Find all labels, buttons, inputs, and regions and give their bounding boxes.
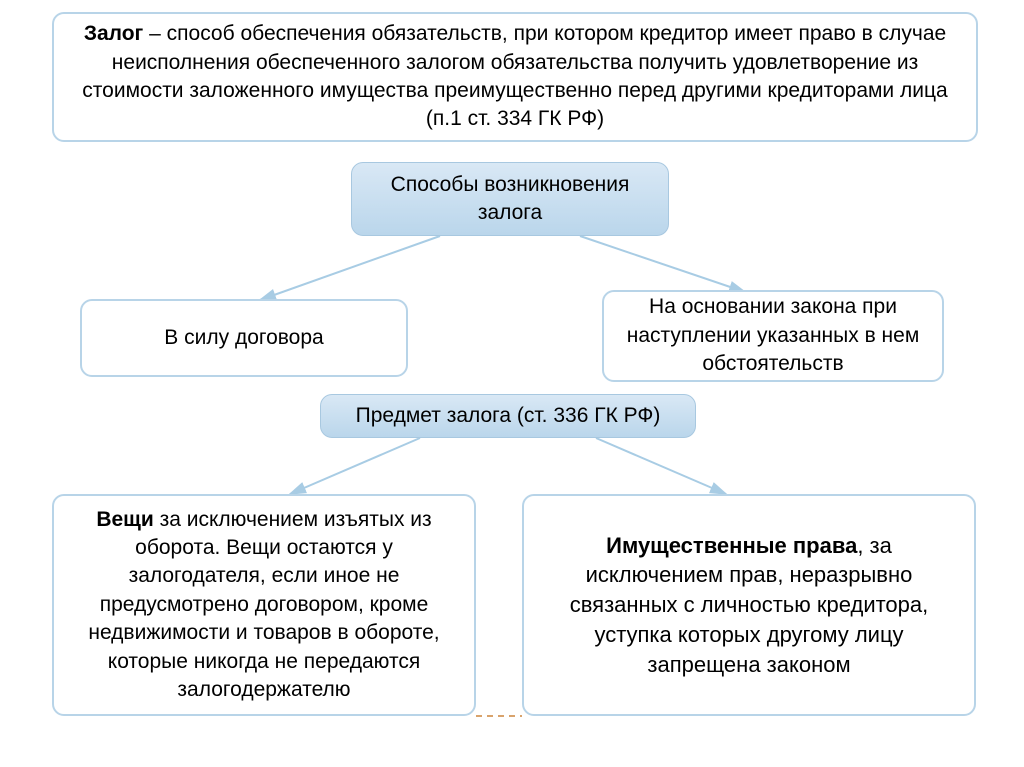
subject-left-term: Вещи [96, 508, 153, 531]
way-left-box: В силу договора [80, 299, 408, 377]
definition-body: – способ обеспечения обязательств, при к… [82, 22, 947, 130]
subject-right-box: Имущественные права, за исключением прав… [522, 494, 976, 716]
subject-left-text: Вещи за исключением изъятых из оборота. … [70, 506, 458, 704]
subject-left-box: Вещи за исключением изъятых из оборота. … [52, 494, 476, 716]
definition-box: Залог – способ обеспечения обязательств,… [52, 12, 978, 142]
definition-term: Залог [84, 22, 143, 45]
ways-title-text: Способы возникновения залога [368, 171, 652, 228]
subject-right-term: Имущественные права [606, 533, 857, 558]
subject-title-box: Предмет залога (ст. 336 ГК РФ) [320, 394, 696, 438]
subject-left-body: за исключением изъятых из оборота. Вещи … [88, 508, 439, 701]
definition-text: Залог – способ обеспечения обязательств,… [70, 20, 960, 133]
way-right-text: На основании закона при наступлении указ… [620, 293, 926, 378]
ways-title-box: Способы возникновения залога [351, 162, 669, 236]
subject-title-text: Предмет залога (ст. 336 ГК РФ) [356, 402, 661, 430]
subject-right-text: Имущественные права, за исключением прав… [540, 531, 958, 679]
way-right-box: На основании закона при наступлении указ… [602, 290, 944, 382]
way-left-text: В силу договора [164, 324, 323, 352]
